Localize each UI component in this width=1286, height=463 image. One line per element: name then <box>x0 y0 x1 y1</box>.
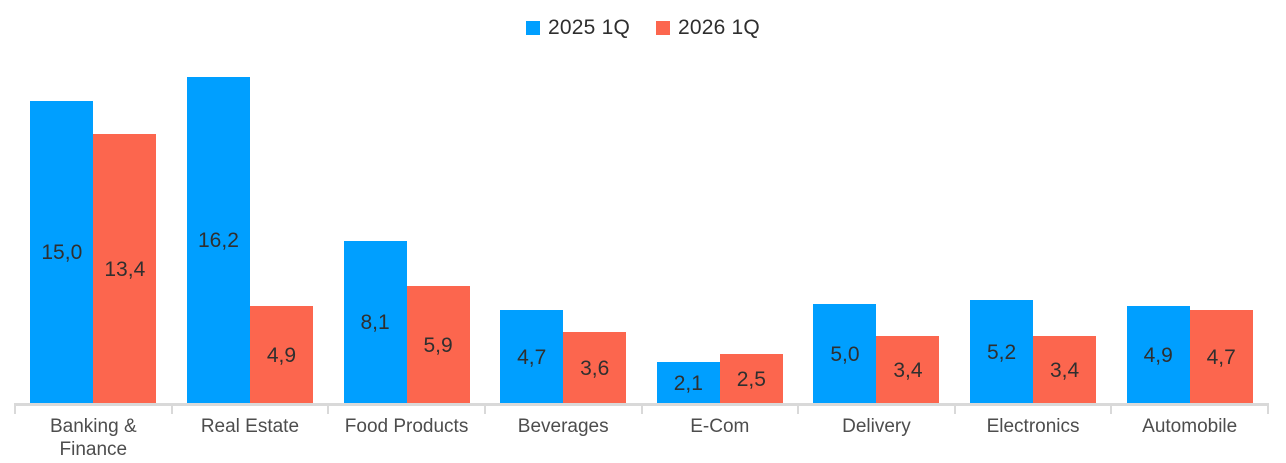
bar-2025-1q-real-estate: 16,2 <box>186 77 250 405</box>
bar-2025-1q-delivery: 5,0 <box>813 304 877 405</box>
bar-value-label: 3,4 <box>893 358 923 382</box>
bar-2026-1q-electronics: 3,4 <box>1033 336 1097 405</box>
bar-2025-1q-beverages: 4,7 <box>500 310 564 405</box>
bar-value-label: 13,4 <box>104 257 146 281</box>
x-axis-tick <box>641 403 643 414</box>
bar-value-label: 5,0 <box>830 342 860 366</box>
bar-value-label: 4,7 <box>517 345 547 369</box>
x-axis-tick <box>484 403 486 414</box>
plot-area: 15,0 13,4 16,2 4,9 8,1 5,9 4,7 3,6 2,1 2,5 5,0 3,4 5… <box>15 0 1268 405</box>
legend-label-2025-1q: 2025 1Q <box>548 16 630 39</box>
bar-2025-1q-banking-finance: 15,0 <box>30 101 94 405</box>
bar-value-label: 2,1 <box>673 371 703 395</box>
bar-2026-1q-banking-finance: 13,4 <box>93 134 157 405</box>
x-axis-tick <box>327 403 329 414</box>
x-axis-labels: Banking & Finance Real Estate Food Product… <box>15 412 1268 461</box>
bar-2025-1q-e-com: 2,1 <box>656 362 720 405</box>
x-axis-tick <box>1267 403 1269 414</box>
bar-value-label: 15,0 <box>41 241 83 264</box>
bar-2026-1q-beverages: 3,6 <box>563 332 627 405</box>
x-axis-label-banking-finance: Banking & Finance <box>50 416 137 460</box>
bar-2026-1q-delivery: 3,4 <box>876 336 940 405</box>
x-axis-tick <box>171 403 173 414</box>
x-axis-label-delivery: Delivery <box>842 416 911 437</box>
bar-value-label: 3,4 <box>1049 358 1080 382</box>
bar-group-banking-finance: 15,0 13,4 <box>15 0 172 405</box>
legend-swatch-2026-1q-icon <box>656 21 670 35</box>
x-axis-tick <box>14 403 16 414</box>
bar-value-label: 16,2 <box>198 229 239 252</box>
bar-value-label: 4,7 <box>1206 345 1236 369</box>
bar-group-delivery: 5,0 3,4 <box>798 0 955 405</box>
x-axis-label-food-products: Food Products <box>344 416 469 437</box>
x-axis-label-beverages: Beverages <box>517 416 609 437</box>
bar-value-label: 4,9 <box>266 343 297 367</box>
bar-2026-1q-automobile: 4,7 <box>1189 310 1253 405</box>
bar-value-label: 8,1 <box>360 311 390 334</box>
chart-legend: 2025 1Q 2026 1Q <box>0 16 1286 40</box>
x-axis-label-e-com: E-Com <box>690 416 750 437</box>
bar-2026-1q-e-com: 2,5 <box>719 354 783 405</box>
bar-value-label: 3,6 <box>580 356 610 380</box>
bar-group-beverages: 4,7 3,6 <box>485 0 642 405</box>
legend-swatch-2025-1q-icon <box>526 21 541 35</box>
x-axis-label-electronics: Electronics <box>986 416 1080 437</box>
bar-2026-1q-real-estate: 4,9 <box>249 306 313 405</box>
bar-value-label: 5,2 <box>986 340 1017 364</box>
x-axis-tick <box>797 403 799 414</box>
bar-group-real-estate: 16,2 4,9 <box>172 0 329 405</box>
x-axis-tick <box>1110 403 1112 414</box>
bar-2026-1q-food-products: 5,9 <box>406 286 470 405</box>
legend-item-2025-1q: 2025 1Q <box>526 16 630 40</box>
legend-item-2026-1q: 2026 1Q <box>656 16 760 40</box>
x-axis-tick <box>954 403 956 414</box>
bar-2025-1q-electronics: 5,2 <box>970 300 1034 405</box>
bar-value-label: 4,9 <box>1143 343 1173 367</box>
bar-value-label: 5,9 <box>423 333 453 357</box>
bar-value-label: 2,5 <box>736 367 766 391</box>
x-axis-label-real-estate: Real Estate <box>200 416 300 437</box>
bar-2025-1q-food-products: 8,1 <box>343 241 407 405</box>
bar-group-food-products: 8,1 5,9 <box>328 0 485 405</box>
bar-group-electronics: 5,2 3,4 <box>955 0 1112 405</box>
bar-group-e-com: 2,1 2,5 <box>642 0 799 405</box>
bar-2025-1q-automobile: 4,9 <box>1126 306 1190 405</box>
legend-label-2026-1q: 2026 1Q <box>678 16 760 39</box>
x-axis-label-automobile: Automobile <box>1142 416 1238 437</box>
bar-group-automobile: 4,9 4,7 <box>1111 0 1268 405</box>
